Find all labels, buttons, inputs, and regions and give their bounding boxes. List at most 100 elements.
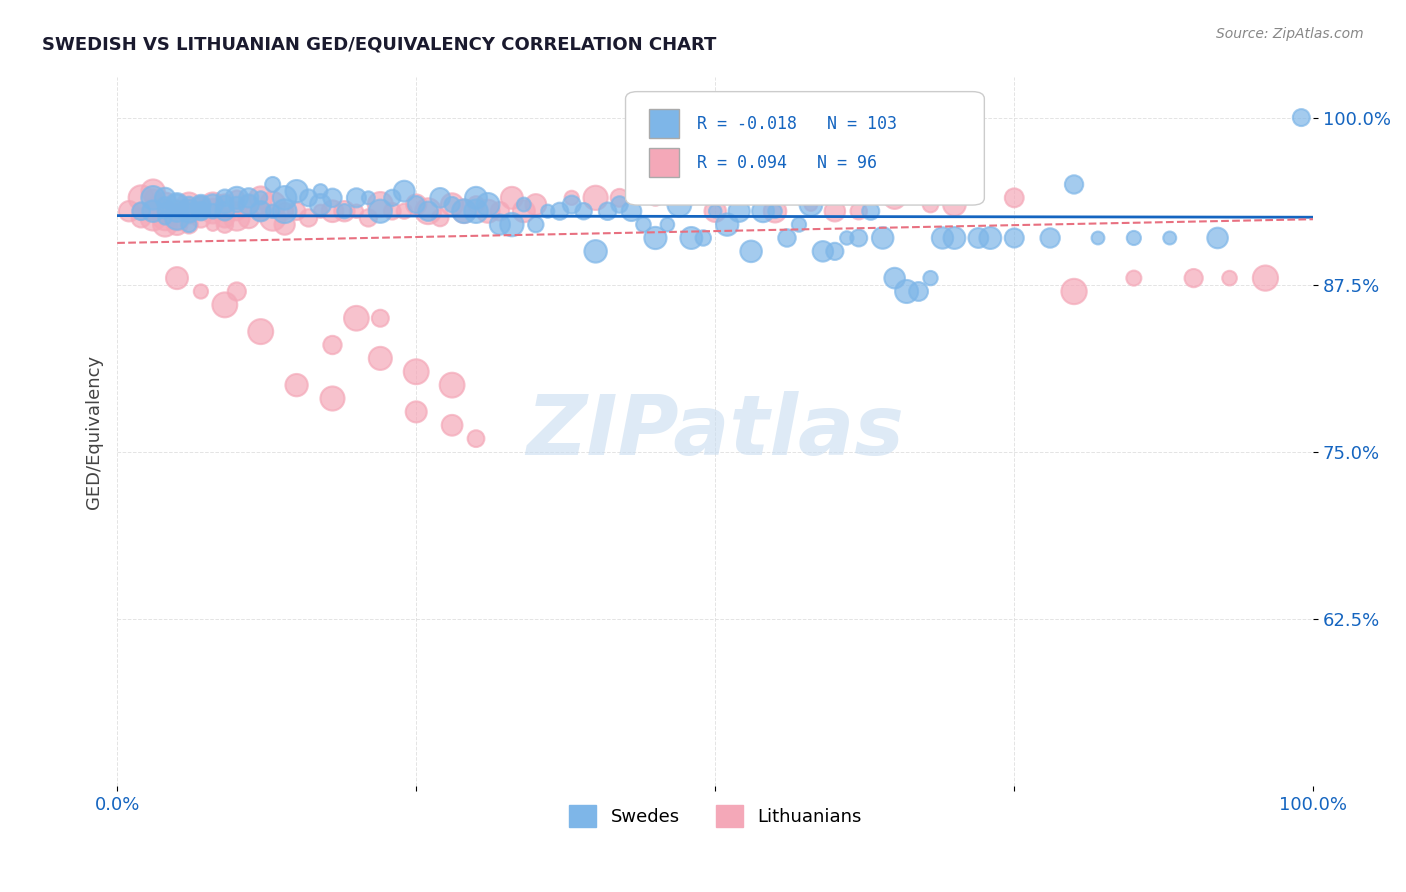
Point <box>394 184 416 198</box>
Point <box>920 197 942 211</box>
Point <box>1002 191 1025 205</box>
Point <box>285 378 308 392</box>
Point <box>129 211 152 225</box>
Point <box>477 204 499 219</box>
Point <box>441 197 464 211</box>
Point <box>465 204 488 219</box>
Point <box>561 197 583 211</box>
Point <box>153 191 176 205</box>
Point <box>967 231 990 245</box>
Point <box>477 197 499 211</box>
Point <box>177 204 200 219</box>
Point <box>321 392 343 406</box>
Point <box>418 204 440 219</box>
Point <box>321 204 343 219</box>
Point <box>465 197 488 211</box>
Point <box>453 204 475 219</box>
Point <box>166 271 188 285</box>
Point <box>153 204 176 219</box>
Point <box>238 197 260 211</box>
Point <box>177 204 200 219</box>
Text: R = 0.094   N = 96: R = 0.094 N = 96 <box>697 153 877 171</box>
Point <box>249 191 271 205</box>
Point <box>166 204 188 219</box>
Point <box>142 204 165 219</box>
Point <box>441 197 464 211</box>
Point <box>153 211 176 225</box>
Point <box>465 432 488 446</box>
Point <box>262 178 284 192</box>
Point <box>835 231 858 245</box>
Point <box>166 197 188 211</box>
Point <box>225 211 247 225</box>
Point <box>225 197 247 211</box>
Point <box>883 271 905 285</box>
Point <box>166 211 188 225</box>
Point <box>225 285 247 299</box>
Point <box>405 197 427 211</box>
Point <box>524 218 547 232</box>
Point <box>704 204 727 219</box>
Point <box>644 231 666 245</box>
Point <box>177 218 200 232</box>
Point <box>321 191 343 205</box>
Point <box>907 285 929 299</box>
Point <box>166 197 188 211</box>
Point <box>405 365 427 379</box>
Point <box>262 204 284 219</box>
FancyBboxPatch shape <box>650 148 679 177</box>
Point <box>1219 271 1241 285</box>
Point <box>166 204 188 219</box>
Point <box>177 204 200 219</box>
Point <box>489 218 512 232</box>
Point <box>644 191 666 205</box>
Point <box>142 191 165 205</box>
Point <box>357 191 380 205</box>
Point <box>142 191 165 205</box>
Point <box>848 204 870 219</box>
Point <box>166 218 188 232</box>
Point <box>142 204 165 219</box>
Point <box>763 204 786 219</box>
Point <box>740 244 762 259</box>
Point <box>501 191 523 205</box>
Point <box>609 191 631 205</box>
Point <box>321 338 343 352</box>
Point <box>309 184 332 198</box>
Point <box>214 191 236 205</box>
Point <box>190 197 212 211</box>
Point <box>418 204 440 219</box>
Point <box>1122 231 1144 245</box>
Point <box>273 191 295 205</box>
Point <box>177 197 200 211</box>
Point <box>142 211 165 225</box>
Point <box>214 204 236 219</box>
Point <box>118 204 141 219</box>
Point <box>344 204 367 219</box>
Point <box>238 211 260 225</box>
Point <box>668 197 690 211</box>
Point <box>405 405 427 419</box>
Point <box>441 378 464 392</box>
Point <box>214 197 236 211</box>
Point <box>357 211 380 225</box>
Point <box>309 204 332 219</box>
Point <box>370 351 392 366</box>
Point <box>824 204 846 219</box>
Point <box>249 204 271 219</box>
Point <box>441 418 464 433</box>
Point <box>1122 271 1144 285</box>
Point <box>883 191 905 205</box>
Point <box>225 191 247 205</box>
Point <box>811 244 834 259</box>
Point <box>429 191 451 205</box>
Point <box>752 204 775 219</box>
Point <box>513 204 536 219</box>
Point <box>1159 231 1181 245</box>
Point <box>153 197 176 211</box>
Point <box>190 197 212 211</box>
Point <box>153 218 176 232</box>
Point <box>214 211 236 225</box>
Point <box>333 204 356 219</box>
Point <box>1291 111 1313 125</box>
